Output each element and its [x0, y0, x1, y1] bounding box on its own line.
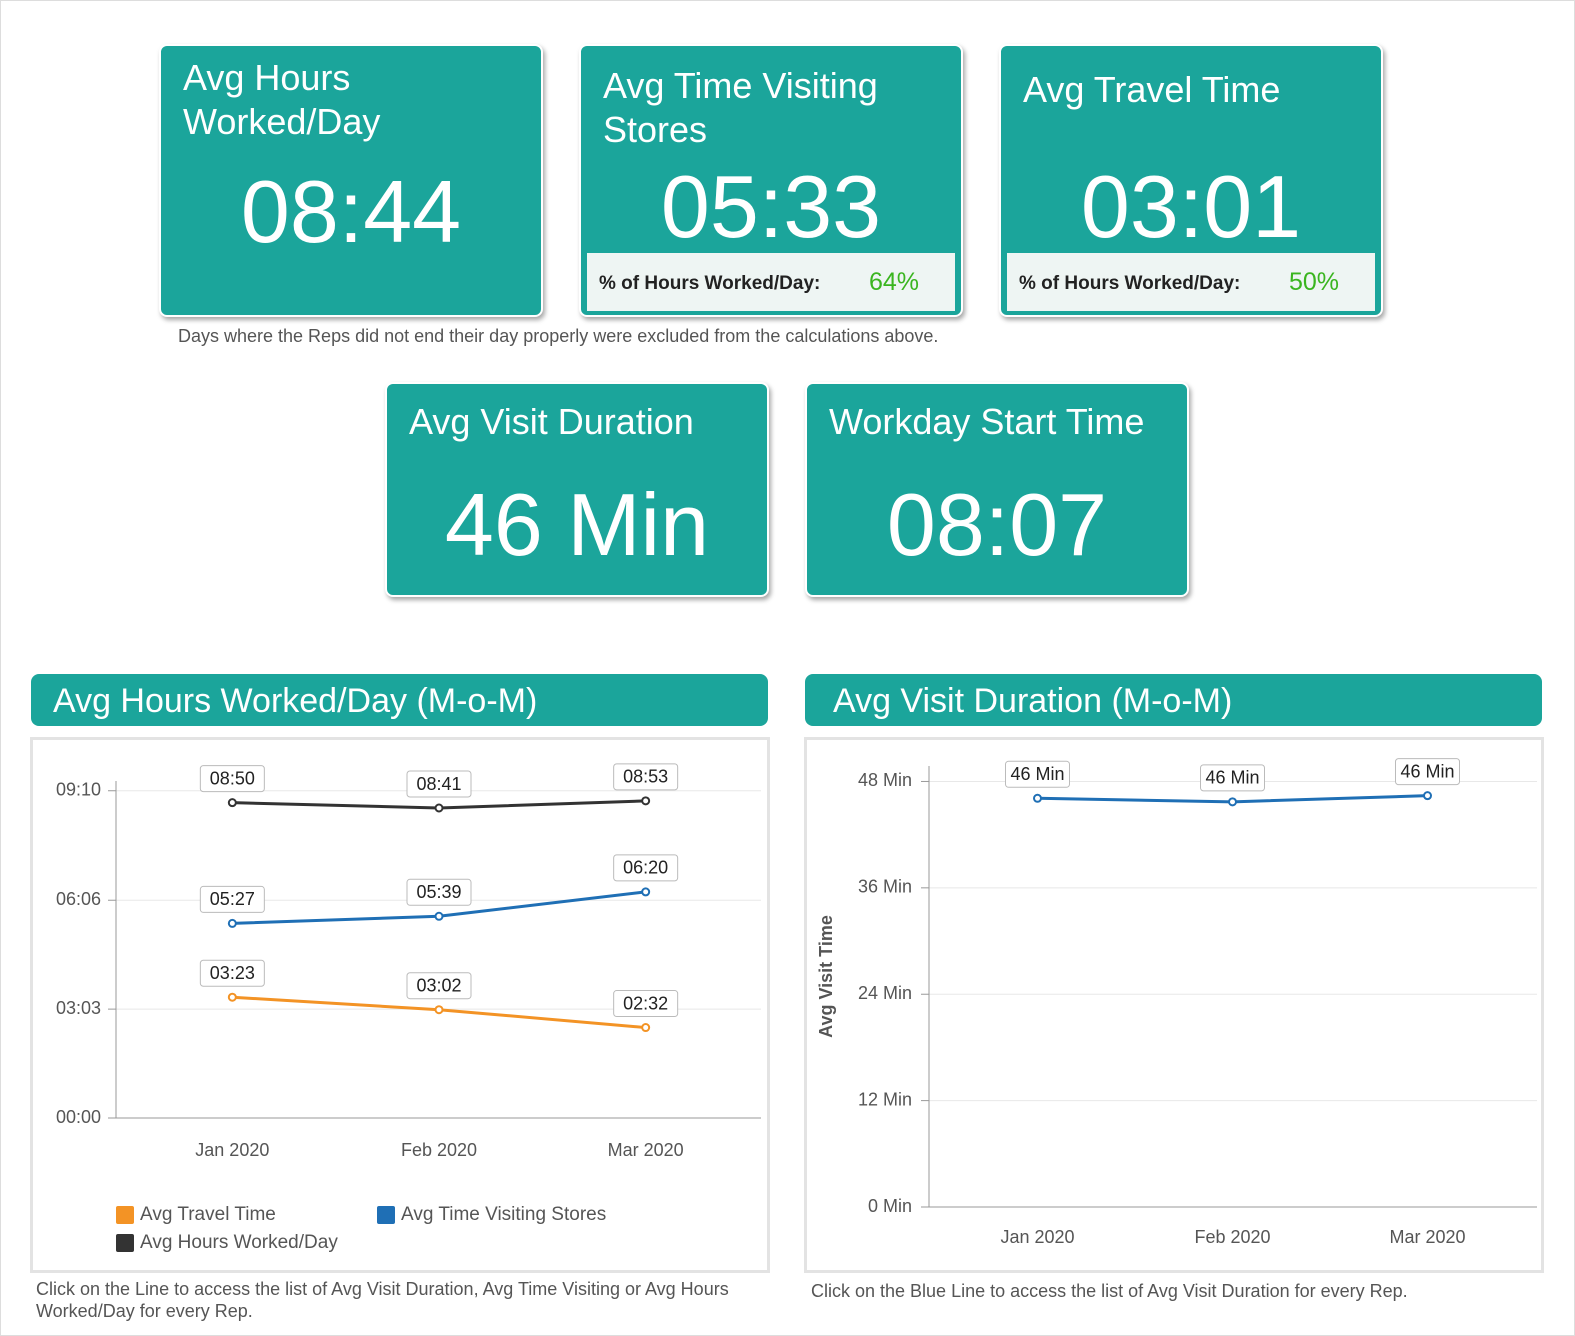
- data-label: 08:50: [210, 768, 255, 788]
- data-label: 46 Min: [1205, 768, 1259, 788]
- kpi-footer-label: % of Hours Worked/Day:: [1019, 273, 1241, 294]
- y-axis-title: Avg Visit Time: [816, 915, 836, 1038]
- legend-label: Avg Hours Worked/Day: [140, 1232, 338, 1253]
- x-tick-label: Feb 2020: [1194, 1227, 1270, 1247]
- y-tick-label: 12 Min: [858, 1089, 912, 1109]
- data-point: [1228, 797, 1237, 807]
- y-tick-label: 03:03: [56, 998, 101, 1018]
- kpi-footer-label: % of Hours Worked/Day:: [599, 273, 821, 294]
- data-label: 03:23: [210, 963, 255, 983]
- data-point: [227, 992, 237, 1002]
- kpi-value: 08:44: [240, 162, 462, 261]
- data-point: [641, 796, 651, 806]
- data-label: 08:53: [623, 767, 668, 787]
- chart-frame: [804, 737, 1544, 1273]
- data-point: [1423, 791, 1432, 801]
- data-label-box: [199, 959, 265, 987]
- legend-swatch: [377, 1206, 395, 1224]
- y-tick-label: 36 Min: [858, 877, 912, 897]
- data-label-box: [406, 770, 472, 798]
- data-label: 05:39: [416, 882, 461, 902]
- kpi-title: Workday Start Time: [829, 401, 1145, 442]
- y-tick-label: 48 Min: [858, 770, 912, 790]
- data-label: 06:20: [623, 858, 668, 878]
- kpi-value: 08:07: [886, 475, 1108, 574]
- kpi-footer-value: 50%: [1289, 268, 1340, 296]
- data-label-box: [406, 878, 472, 906]
- data-label: 46 Min: [1010, 764, 1064, 784]
- x-tick-label: Feb 2020: [401, 1140, 477, 1160]
- data-point: [434, 803, 444, 813]
- data-point: [641, 1023, 651, 1033]
- legend-swatch: [116, 1234, 134, 1252]
- kpi-card: Avg Travel Time 03:01 % of Hours Worked/…: [999, 44, 1383, 317]
- data-point: [227, 798, 237, 808]
- kpi-title: Avg Hours Worked/Day: [183, 57, 381, 142]
- kpi-card: Avg Visit Duration 46 Min: [385, 382, 769, 597]
- kpi-title: Avg Travel Time: [1023, 69, 1281, 110]
- data-label-box: [1005, 760, 1070, 788]
- kpi-title: Avg Time Visiting Stores: [603, 65, 878, 150]
- chart-footnote: Click on the Line to access the list of …: [36, 1279, 729, 1321]
- data-label-box: [1200, 764, 1265, 792]
- kpi-card: Avg Hours Worked/Day 08:44: [159, 44, 543, 317]
- data-label: 03:02: [416, 975, 461, 995]
- kpi-footer: % of Hours Worked/Day: 64%: [587, 253, 955, 311]
- kpi-card: Workday Start Time 08:07: [805, 382, 1189, 597]
- data-label: 05:27: [210, 889, 255, 909]
- data-point: [434, 1005, 444, 1015]
- kpi-value: 46 Min: [444, 475, 710, 574]
- y-tick-label: 0 Min: [868, 1196, 912, 1216]
- data-label-box: [199, 885, 265, 913]
- kpi-card: Avg Time Visiting Stores 05:33 % of Hour…: [579, 44, 963, 317]
- x-tick-label: Mar 2020: [608, 1140, 684, 1160]
- chart-title: Avg Hours Worked/Day (M-o-M): [31, 674, 768, 726]
- y-tick-label: 06:06: [56, 889, 101, 909]
- x-tick-label: Jan 2020: [1000, 1227, 1074, 1247]
- legend-label: Avg Time Visiting Stores: [401, 1204, 606, 1225]
- data-point: [641, 887, 651, 897]
- data-point: [434, 911, 444, 921]
- data-label-box: [199, 765, 265, 793]
- x-tick-label: Jan 2020: [195, 1140, 269, 1160]
- kpi-title: Avg Visit Duration: [409, 401, 694, 442]
- legend-swatch: [116, 1206, 134, 1224]
- note: Days where the Reps did not end their da…: [178, 326, 939, 346]
- data-label-box: [1395, 758, 1460, 786]
- chart-title: Avg Visit Duration (M-o-M): [805, 674, 1542, 726]
- data-label: 02:32: [623, 993, 668, 1013]
- x-tick-label: Mar 2020: [1389, 1227, 1465, 1247]
- chart-frame: [30, 737, 770, 1273]
- kpi-value: 05:33: [660, 157, 882, 256]
- data-label-box: [613, 990, 679, 1018]
- data-point: [227, 918, 237, 928]
- data-label-box: [406, 972, 472, 1000]
- y-tick-label: 00:00: [56, 1107, 101, 1127]
- data-point: [1033, 793, 1042, 803]
- y-tick-label: 24 Min: [858, 983, 912, 1003]
- data-label: 46 Min: [1400, 761, 1454, 781]
- y-tick-label: 09:10: [56, 780, 101, 800]
- kpi-value: 03:01: [1080, 157, 1302, 256]
- data-label: 08:41: [416, 774, 461, 794]
- legend-label: Avg Travel Time: [140, 1204, 276, 1225]
- data-label-box: [613, 763, 679, 791]
- data-label-box: [613, 854, 679, 882]
- chart-footnote: Click on the Blue Line to access the lis…: [811, 1281, 1408, 1301]
- kpi-footer-value: 64%: [869, 268, 920, 296]
- kpi-footer: % of Hours Worked/Day: 50%: [1007, 253, 1375, 311]
